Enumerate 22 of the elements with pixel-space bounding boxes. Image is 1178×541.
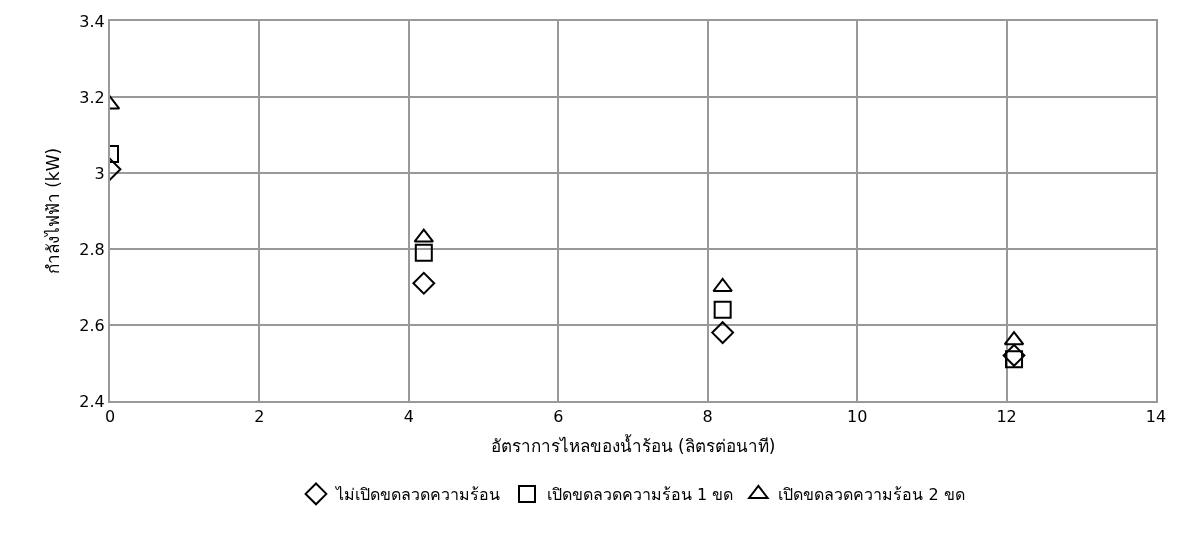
point bbox=[1002, 344, 1026, 367]
legend-label: ไม่เปิดขดลวดความร้อน bbox=[334, 485, 500, 505]
y-tick-label: 2.6 bbox=[79, 315, 105, 335]
y-tick-label: 3.2 bbox=[79, 87, 105, 107]
x-tick-label: 0 bbox=[104, 407, 116, 427]
legend-label: เปิดขดลวดความร้อน 2 ขด bbox=[778, 485, 965, 505]
y-tick-label: 3.4 bbox=[79, 11, 105, 31]
y-tick-label: 2.8 bbox=[79, 239, 105, 259]
x-tick-label: 4 bbox=[403, 407, 414, 427]
point bbox=[711, 321, 735, 344]
x-axis-title: อัตราการไหลของน้ำร้อน (ลิตรต่อนาที) bbox=[490, 434, 776, 457]
x-tick-label: 12 bbox=[996, 407, 1017, 427]
x-tick-label: 8 bbox=[702, 407, 713, 427]
y-tick-label: 3 bbox=[94, 163, 105, 183]
legend-label: เปิดขดลวดความร้อน 1 ขด bbox=[547, 485, 734, 505]
x-tick-label: 10 bbox=[846, 407, 868, 427]
y-axis-title: กำลังไฟฟ้า (kW) bbox=[43, 147, 64, 275]
x-tick-label: 14 bbox=[1145, 407, 1167, 427]
point bbox=[713, 300, 732, 319]
x-tick-label: 2 bbox=[254, 407, 265, 427]
x-tick-label: 6 bbox=[553, 407, 564, 427]
y-tick-label: 2.4 bbox=[79, 391, 105, 411]
